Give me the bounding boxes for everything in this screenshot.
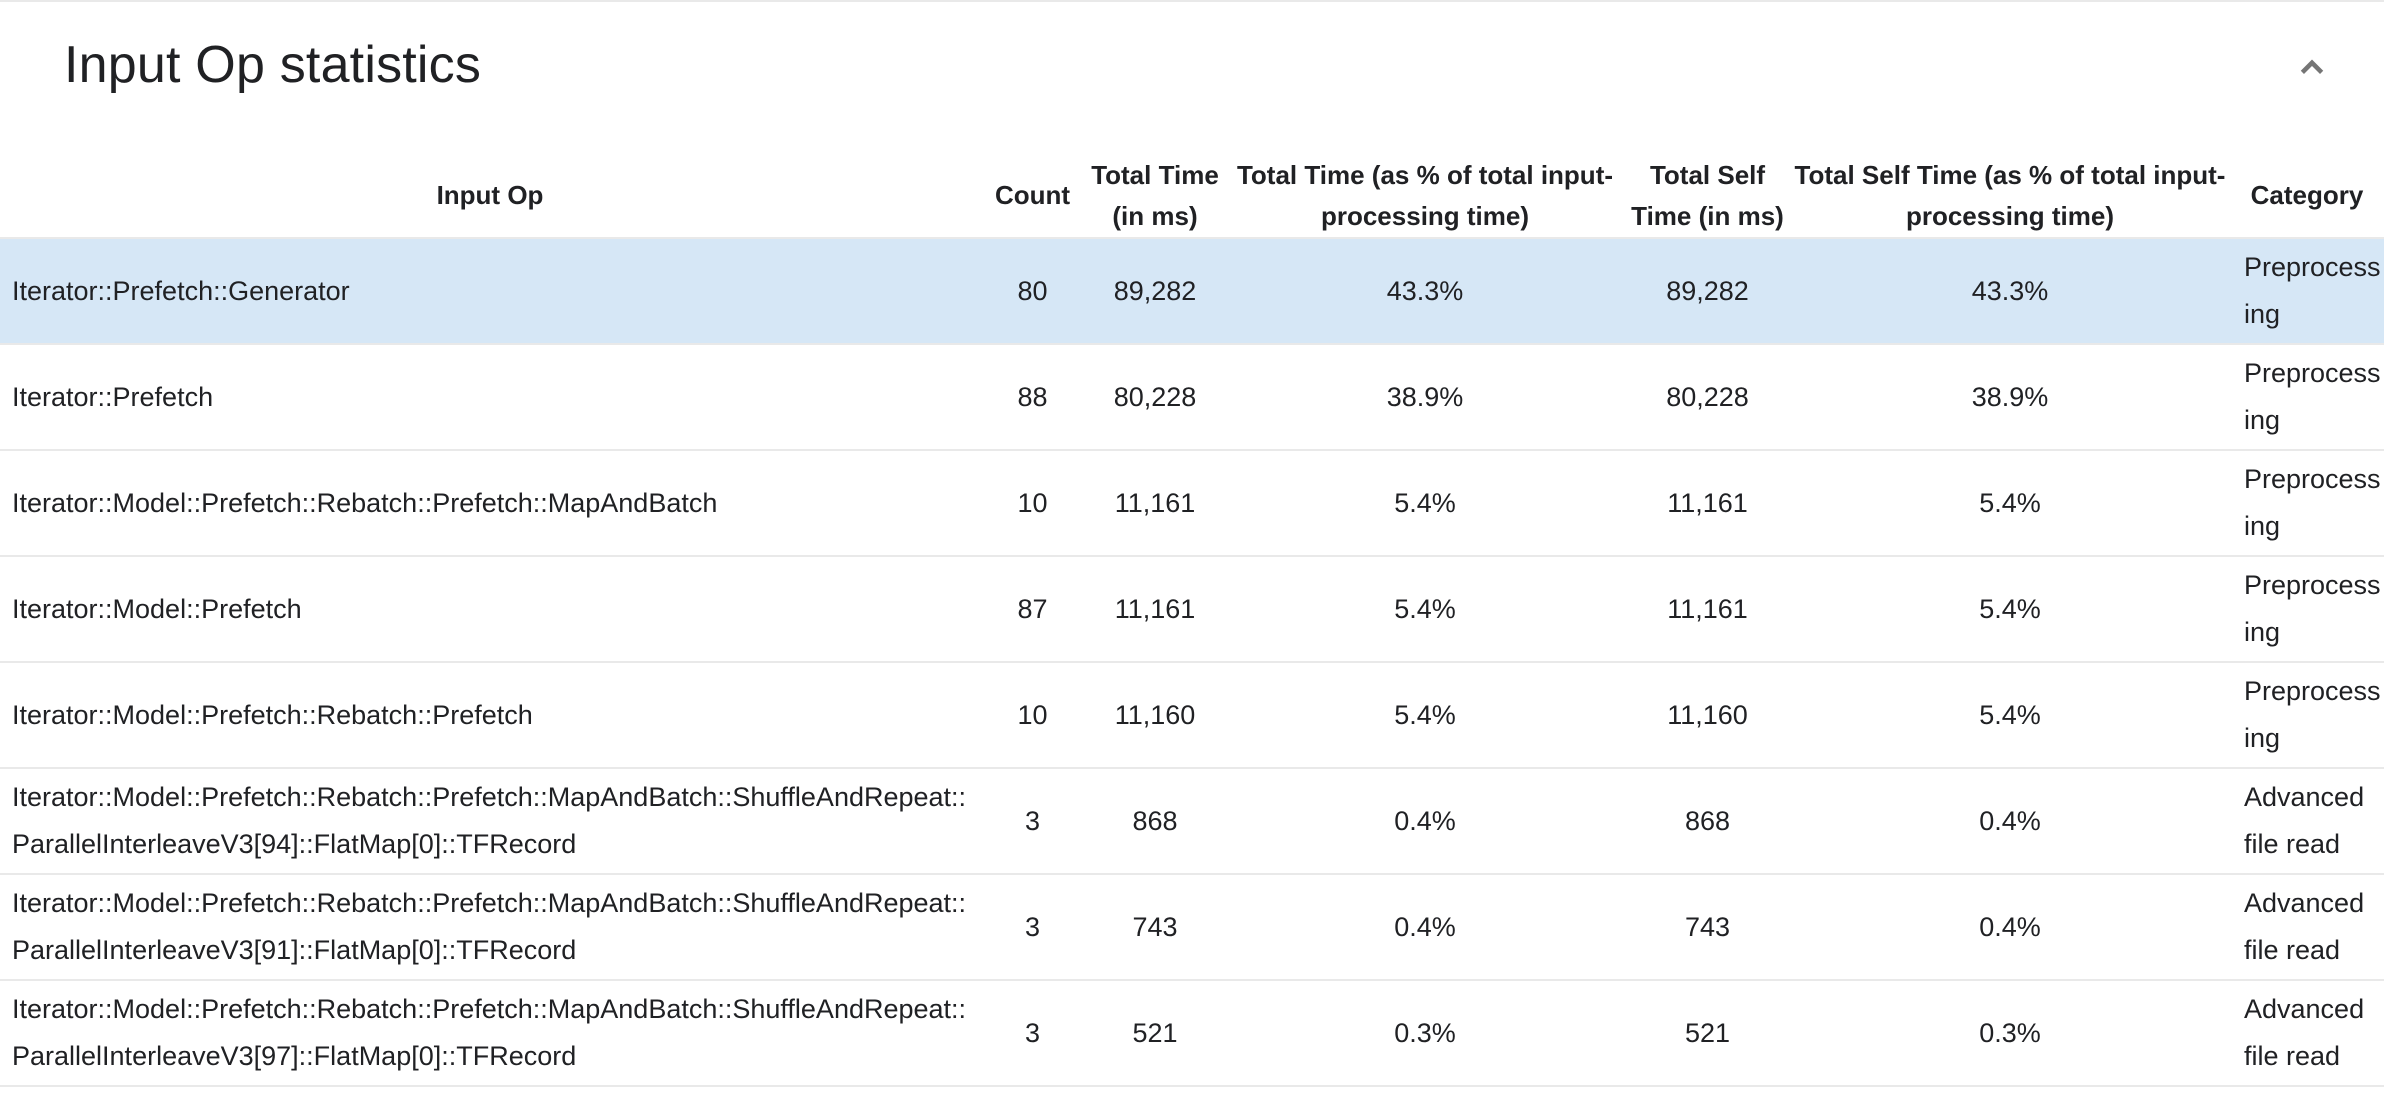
- total-self-time-pct-cell: 0.3%: [1790, 980, 2230, 1087]
- total-self-time-pct-cell: 38.9%: [1790, 344, 2230, 451]
- input-op-table: Input Op Count Total Time (in ms) Total …: [0, 154, 2384, 1087]
- count-cell: 3: [980, 980, 1085, 1087]
- category-cell: Preprocessing: [2230, 662, 2384, 769]
- total-time-cell: 11,161: [1085, 450, 1225, 557]
- column-header-total-self-time: Total Self Time (in ms): [1625, 154, 1790, 239]
- total-time-cell: 11,161: [1085, 556, 1225, 663]
- total-time-cell: 89,282: [1085, 238, 1225, 345]
- panel-header: Input Op statistics: [0, 2, 2384, 154]
- table-row[interactable]: Iterator::Model::Prefetch::Rebatch::Pref…: [0, 980, 2384, 1087]
- total-self-time-pct-cell: 5.4%: [1790, 556, 2230, 663]
- total-self-time-pct-cell: 43.3%: [1790, 238, 2230, 345]
- table-row[interactable]: Iterator::Model::Prefetch::Rebatch::Pref…: [0, 874, 2384, 981]
- category-cell: Preprocessing: [2230, 450, 2384, 557]
- op-name-cell: Iterator::Model::Prefetch: [0, 556, 980, 663]
- op-name-cell: Iterator::Model::Prefetch::Rebatch::Pref…: [0, 768, 980, 875]
- count-cell: 80: [980, 238, 1085, 345]
- total-time-pct-cell: 5.4%: [1225, 450, 1625, 557]
- total-time-pct-cell: 0.3%: [1225, 980, 1625, 1087]
- op-name-cell: Iterator::Model::Prefetch::Rebatch::Pref…: [0, 662, 980, 769]
- total-self-time-cell: 80,228: [1625, 344, 1790, 451]
- total-self-time-cell: 521: [1625, 980, 1790, 1087]
- column-header-category: Category: [2230, 154, 2384, 239]
- column-header-input-op: Input Op: [0, 154, 980, 239]
- chevron-up-icon: [2300, 59, 2324, 74]
- count-cell: 3: [980, 768, 1085, 875]
- total-self-time-pct-cell: 0.4%: [1790, 768, 2230, 875]
- count-cell: 10: [980, 450, 1085, 557]
- panel-title: Input Op statistics: [64, 36, 482, 94]
- column-header-total-time: Total Time (in ms): [1085, 154, 1225, 239]
- table-row[interactable]: Iterator::Prefetch::Generator 80 89,282 …: [0, 238, 2384, 345]
- total-self-time-pct-cell: 5.4%: [1790, 662, 2230, 769]
- table-row[interactable]: Iterator::Model::Prefetch 87 11,161 5.4%…: [0, 556, 2384, 663]
- total-self-time-cell: 743: [1625, 874, 1790, 981]
- op-name-cell: Iterator::Prefetch: [0, 344, 980, 451]
- column-header-count: Count: [980, 154, 1085, 239]
- category-cell: Advanced file read: [2230, 768, 2384, 875]
- op-name-cell: Iterator::Model::Prefetch::Rebatch::Pref…: [0, 874, 980, 981]
- total-self-time-cell: 11,161: [1625, 450, 1790, 557]
- total-time-pct-cell: 38.9%: [1225, 344, 1625, 451]
- total-time-cell: 521: [1085, 980, 1225, 1087]
- count-cell: 3: [980, 874, 1085, 981]
- table-row[interactable]: Iterator::Prefetch 88 80,228 38.9% 80,22…: [0, 344, 2384, 451]
- table-row[interactable]: Iterator::Model::Prefetch::Rebatch::Pref…: [0, 768, 2384, 875]
- table-header-row: Input Op Count Total Time (in ms) Total …: [0, 154, 2384, 239]
- total-time-cell: 868: [1085, 768, 1225, 875]
- count-cell: 87: [980, 556, 1085, 663]
- collapse-button[interactable]: [2286, 42, 2338, 94]
- total-time-cell: 80,228: [1085, 344, 1225, 451]
- category-cell: Preprocessing: [2230, 344, 2384, 451]
- op-name-cell: Iterator::Prefetch::Generator: [0, 238, 980, 345]
- count-cell: 10: [980, 662, 1085, 769]
- column-header-total-time-pct: Total Time (as % of total input-processi…: [1225, 154, 1625, 239]
- category-cell: Preprocessing: [2230, 238, 2384, 345]
- total-self-time-pct-cell: 5.4%: [1790, 450, 2230, 557]
- table-row[interactable]: Iterator::Model::Prefetch::Rebatch::Pref…: [0, 662, 2384, 769]
- total-time-pct-cell: 0.4%: [1225, 768, 1625, 875]
- total-self-time-cell: 868: [1625, 768, 1790, 875]
- total-time-pct-cell: 5.4%: [1225, 556, 1625, 663]
- total-time-cell: 743: [1085, 874, 1225, 981]
- total-self-time-cell: 11,160: [1625, 662, 1790, 769]
- category-cell: Advanced file read: [2230, 980, 2384, 1087]
- total-self-time-pct-cell: 0.4%: [1790, 874, 2230, 981]
- category-cell: Preprocessing: [2230, 556, 2384, 663]
- total-self-time-cell: 89,282: [1625, 238, 1790, 345]
- op-name-cell: Iterator::Model::Prefetch::Rebatch::Pref…: [0, 450, 980, 557]
- total-time-pct-cell: 43.3%: [1225, 238, 1625, 345]
- total-time-pct-cell: 0.4%: [1225, 874, 1625, 981]
- category-cell: Advanced file read: [2230, 874, 2384, 981]
- table-row[interactable]: Iterator::Model::Prefetch::Rebatch::Pref…: [0, 450, 2384, 557]
- column-header-total-self-time-pct: Total Self Time (as % of total input-pro…: [1790, 154, 2230, 239]
- total-self-time-cell: 11,161: [1625, 556, 1790, 663]
- op-name-cell: Iterator::Model::Prefetch::Rebatch::Pref…: [0, 980, 980, 1087]
- count-cell: 88: [980, 344, 1085, 451]
- total-time-cell: 11,160: [1085, 662, 1225, 769]
- total-time-pct-cell: 5.4%: [1225, 662, 1625, 769]
